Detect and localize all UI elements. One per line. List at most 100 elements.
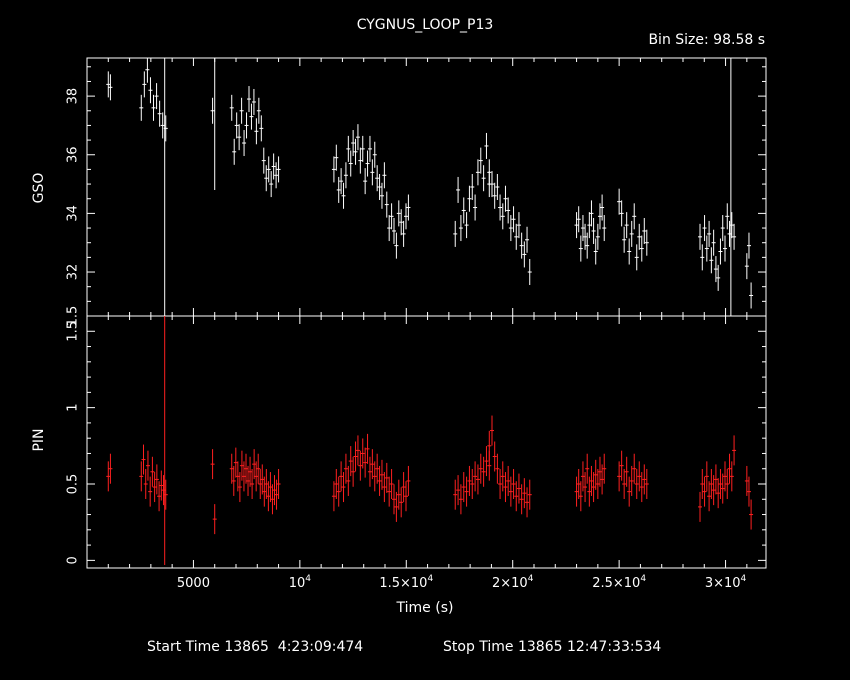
- data-point: [382, 472, 387, 503]
- data-point: [506, 465, 511, 496]
- data-point: [341, 472, 346, 503]
- data-point: [525, 487, 530, 518]
- stop-time-label: Stop Time 13865 12:47:33:534: [443, 639, 661, 655]
- start-time-label: Start Time 13865 4:23:09:474: [147, 639, 363, 655]
- data-point: [527, 259, 532, 286]
- data-point: [384, 191, 389, 218]
- data-point: [597, 456, 602, 487]
- data-point: [597, 203, 602, 230]
- data-point: [522, 241, 527, 268]
- data-point: [387, 215, 392, 242]
- data-point: [622, 469, 627, 499]
- data-point: [514, 223, 519, 250]
- data-point: [151, 94, 156, 121]
- data-point: [500, 461, 505, 492]
- data-point: [589, 200, 594, 227]
- data-point: [372, 141, 377, 168]
- data-point: [237, 472, 242, 503]
- data-point: [602, 215, 607, 242]
- data-point: [259, 115, 264, 142]
- data-point: [514, 481, 519, 512]
- data-point: [401, 472, 406, 503]
- data-point: [578, 235, 583, 262]
- data-point: [148, 77, 153, 104]
- data-point: [348, 446, 353, 477]
- data-point: [744, 253, 749, 280]
- data-point: [489, 415, 494, 446]
- data-point: [210, 97, 215, 124]
- data-point: [629, 465, 634, 496]
- pin-axis-label: PIN: [31, 428, 47, 451]
- data-point: [212, 504, 217, 535]
- data-point: [339, 168, 344, 195]
- data-point: [591, 217, 596, 244]
- y-tick-label: 1.5: [66, 306, 81, 327]
- pin-plot-frame: [86, 315, 767, 569]
- data-point: [394, 232, 399, 259]
- data-point: [343, 453, 348, 484]
- data-point: [360, 438, 365, 469]
- data-point: [246, 465, 251, 496]
- data-point: [274, 479, 279, 510]
- data-point: [487, 430, 492, 461]
- data-point: [698, 491, 703, 522]
- data-point: [334, 144, 339, 171]
- data-point: [527, 479, 532, 510]
- data-point: [232, 138, 237, 165]
- data-point: [511, 469, 516, 499]
- data-point: [461, 197, 466, 224]
- data-point: [470, 469, 475, 499]
- data-point: [343, 162, 348, 189]
- data-point: [578, 481, 583, 512]
- data-point: [495, 453, 500, 484]
- data-point: [339, 461, 344, 492]
- y-tick-label: 36: [66, 146, 81, 163]
- data-point: [489, 171, 494, 198]
- data-point: [157, 481, 162, 512]
- data-point: [600, 464, 605, 495]
- data-point: [498, 194, 503, 221]
- data-point: [233, 447, 238, 478]
- data-point: [627, 476, 632, 507]
- data-point: [239, 450, 244, 481]
- data-point: [229, 453, 234, 484]
- data-point: [274, 162, 279, 189]
- data-point: [242, 130, 247, 157]
- data-point: [602, 453, 607, 484]
- y-tick-label: 1.5: [66, 321, 81, 342]
- data-point: [268, 472, 273, 503]
- data-point: [336, 176, 341, 203]
- data-point: [700, 469, 705, 499]
- data-point: [516, 212, 521, 239]
- data-point: [622, 226, 627, 253]
- data-point: [591, 472, 596, 503]
- y-tick-label: 34: [66, 205, 81, 222]
- data-point: [379, 182, 384, 209]
- gso-series: [106, 58, 754, 309]
- data-point: [511, 206, 516, 233]
- bin-size-label: Bin Size: 98.58 s: [648, 32, 765, 48]
- data-point: [746, 476, 751, 507]
- x-tick-label: 1.5×104: [379, 574, 433, 591]
- x-tick-label: 104: [289, 574, 312, 591]
- data-point: [500, 203, 505, 230]
- data-point: [145, 58, 150, 83]
- x-tick-label: 2.5×104: [592, 574, 646, 591]
- data-point: [473, 194, 478, 221]
- data-point: [358, 450, 363, 481]
- data-point: [355, 124, 360, 151]
- data-point: [729, 461, 734, 492]
- data-point: [644, 229, 649, 256]
- data-point: [108, 453, 113, 484]
- data-point: [617, 188, 622, 215]
- data-point: [732, 223, 737, 250]
- data-point: [619, 450, 624, 481]
- data-point: [639, 472, 644, 503]
- data-point: [106, 461, 111, 492]
- data-point: [358, 147, 363, 174]
- data-point: [576, 206, 581, 233]
- data-point: [351, 456, 356, 487]
- data-point: [583, 472, 588, 503]
- data-point: [725, 203, 730, 230]
- data-point: [702, 215, 707, 242]
